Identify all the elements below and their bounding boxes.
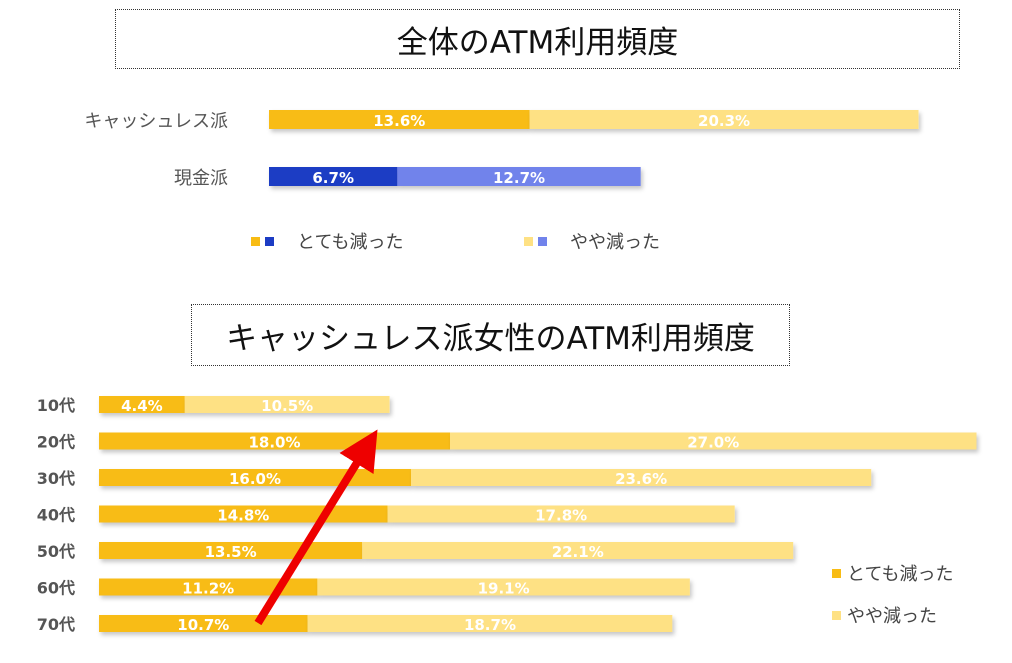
- legend-swatch: [265, 237, 274, 246]
- data-label: 16.0%: [229, 470, 281, 488]
- bar-segment: [99, 396, 185, 413]
- bar-segment: [317, 578, 690, 596]
- bar-segment: [99, 615, 308, 632]
- data-label: 4.4%: [121, 397, 163, 415]
- legend-swatch: [524, 237, 533, 246]
- bar-segment: [269, 167, 398, 186]
- category-label: 現金派: [174, 168, 228, 189]
- bar-segment: [450, 432, 977, 450]
- legend-label: とても減った: [297, 232, 404, 253]
- data-label: 19.1%: [478, 580, 530, 598]
- legend-swatch: [538, 237, 547, 246]
- category-label: 40代: [37, 506, 75, 525]
- category-label: キャッシュレス派: [84, 111, 228, 132]
- bar-segment: [99, 578, 318, 596]
- legend-label: とても減った: [847, 564, 954, 585]
- bar-segment: [411, 469, 872, 486]
- legend-label: やや減った: [847, 606, 937, 627]
- data-label: 13.6%: [373, 112, 425, 130]
- bar-segment: [99, 505, 388, 523]
- bar-segment: [529, 110, 919, 129]
- bar-segment: [99, 469, 411, 486]
- bar-segment: [269, 110, 530, 129]
- data-label: 10.7%: [177, 616, 229, 634]
- data-label: 17.8%: [535, 507, 587, 525]
- bar-segment: [397, 167, 641, 186]
- bar-segment: [362, 542, 794, 559]
- data-label: 14.8%: [217, 507, 269, 525]
- data-label: 18.7%: [464, 616, 516, 634]
- data-label: 22.1%: [552, 543, 604, 561]
- data-label: 11.2%: [182, 580, 234, 598]
- data-label: 18.0%: [248, 434, 300, 452]
- bar-segment: [387, 505, 735, 523]
- trend-arrow: [254, 429, 378, 626]
- category-label: 30代: [37, 469, 75, 488]
- legend-swatch: [251, 237, 260, 246]
- category-label: 50代: [37, 542, 75, 561]
- data-label: 6.7%: [312, 169, 354, 187]
- legend-swatch: [832, 611, 841, 620]
- category-label: 60代: [37, 579, 75, 598]
- legend-label: やや減った: [570, 232, 660, 253]
- data-label: 10.5%: [261, 397, 313, 415]
- chart-title-women: キャッシュレス派女性のATM利用頻度: [191, 304, 790, 366]
- data-label: 27.0%: [687, 434, 739, 452]
- bar-segment: [307, 615, 673, 632]
- legend-swatch: [832, 569, 841, 578]
- data-label: 20.3%: [698, 112, 750, 130]
- data-label: 23.6%: [615, 470, 667, 488]
- category-label: 70代: [37, 615, 75, 634]
- data-label: 13.5%: [205, 543, 257, 561]
- category-label: 20代: [37, 433, 75, 452]
- data-label: 12.7%: [493, 169, 545, 187]
- category-label: 10代: [37, 396, 75, 415]
- chart-title-overall: 全体のATM利用頻度: [115, 9, 960, 69]
- bar-segment: [184, 396, 390, 413]
